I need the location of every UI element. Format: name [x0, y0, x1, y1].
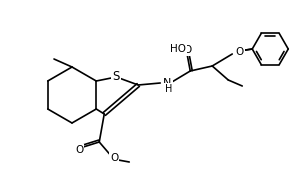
Text: H: H [165, 84, 172, 94]
Text: O: O [110, 153, 118, 163]
Text: HO: HO [170, 44, 186, 54]
Text: O: O [75, 145, 83, 155]
Text: O: O [235, 47, 243, 57]
Text: S: S [113, 71, 120, 84]
Text: O: O [183, 45, 191, 55]
Text: N: N [163, 78, 172, 88]
